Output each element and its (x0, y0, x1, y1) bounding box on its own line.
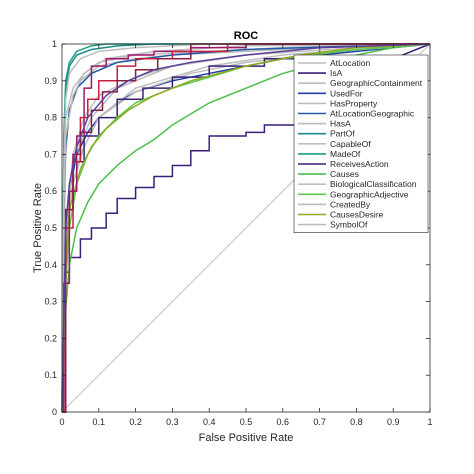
series-line-biologicalclassification (61, 43, 430, 413)
x-tick-label: 0.5 (240, 417, 253, 427)
y-tick-label: 0.5 (44, 223, 57, 233)
series-line-unlabeled-18 (62, 43, 430, 413)
legend-label-biologicalclassification: BiologicalClassification (330, 179, 417, 189)
legend-label-symbolof: SymbolOf (330, 220, 368, 230)
legend-label-atlocation: AtLocation (330, 58, 370, 68)
x-tick-label: 0.1 (93, 417, 106, 427)
legend-label-usedfor: UsedFor (330, 88, 363, 98)
x-tick-label: 0.6 (277, 417, 290, 427)
x-tick-label: 0.4 (203, 417, 216, 427)
y-tick-label: 0.3 (44, 297, 57, 307)
legend-label-isa: IsA (330, 68, 343, 78)
series-line-unlabeled-20 (61, 43, 431, 413)
y-tick-label: 0.6 (44, 186, 57, 196)
x-tick-label: 0.2 (129, 417, 142, 427)
x-tick-label: 0.7 (313, 417, 326, 427)
x-tick-label: 0.9 (387, 417, 400, 427)
legend-label-hasa: HasA (330, 119, 351, 129)
legend: AtLocationIsAGeographicContainmentUsedFo… (293, 54, 429, 233)
legend-label-geographiccontainment: GeographicContainment (330, 78, 423, 88)
legend-label-atlocationgeographic: AtLocationGeographic (330, 109, 415, 119)
y-tick-label: 0.1 (44, 370, 57, 380)
legend-label-createdby: CreatedBy (330, 199, 371, 209)
y-tick-label: 0.7 (44, 149, 57, 159)
x-tick-label: 1 (427, 417, 432, 427)
legend-label-hasproperty: HasProperty (330, 98, 378, 108)
y-axis-label: True Positive Rate (32, 183, 44, 273)
y-tick-label: 0 (52, 407, 57, 417)
x-tick-label: 0.8 (350, 417, 363, 427)
legend-label-partof: PartOf (330, 129, 355, 139)
legend-label-causesdesire: CausesDesire (330, 210, 384, 220)
x-tick-label: 0.3 (166, 417, 179, 427)
y-tick-label: 1 (52, 39, 57, 49)
legend-label-causes: Causes (330, 169, 359, 179)
chart-title: ROC (234, 30, 259, 42)
legend-label-madeof: MadeOf (330, 149, 361, 159)
y-tick-label: 0.8 (44, 113, 57, 123)
y-tick-label: 0.2 (44, 333, 57, 343)
x-axis-label: False Positive Rate (199, 432, 294, 444)
x-tick-label: 0 (59, 417, 64, 427)
legend-label-geographicadjective: GeographicAdjective (330, 189, 409, 199)
legend-label-capableof: CapableOf (330, 139, 371, 149)
legend-label-receivesaction: ReceivesAction (330, 159, 389, 169)
y-tick-label: 0.4 (44, 260, 57, 270)
y-tick-label: 0.9 (44, 76, 57, 86)
